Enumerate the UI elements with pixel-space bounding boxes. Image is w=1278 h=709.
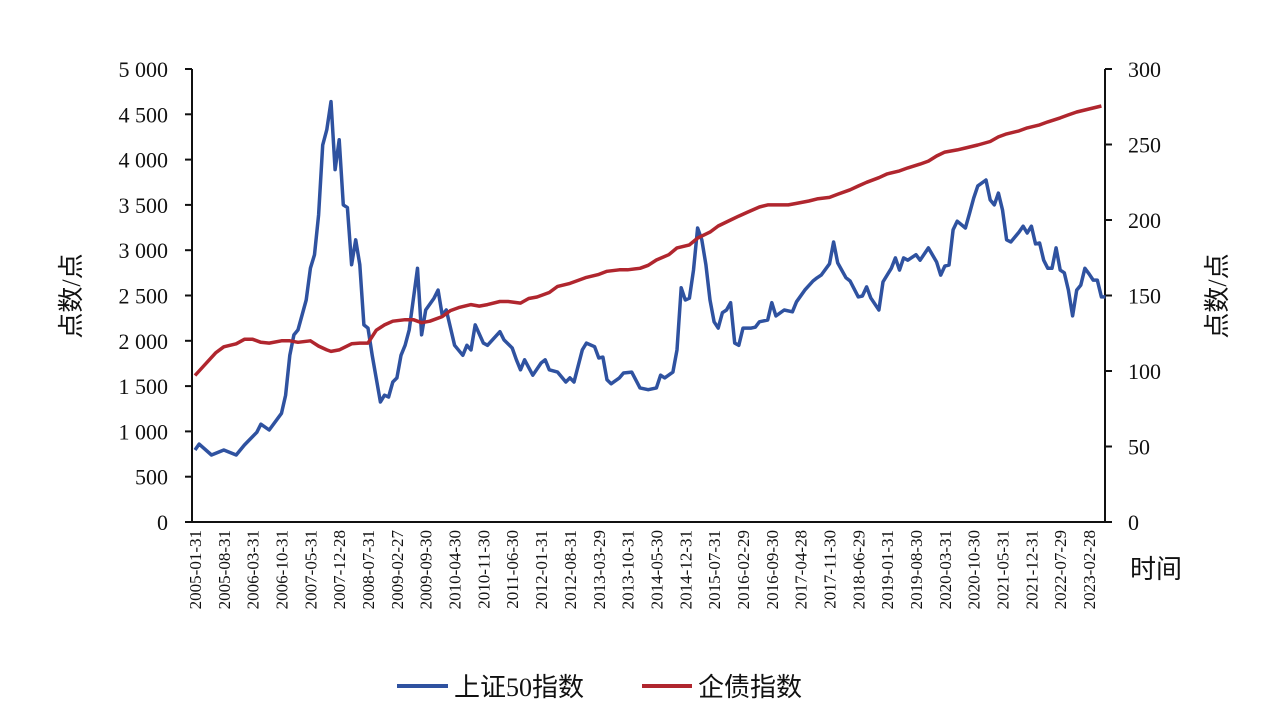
x-tick-label: 2006-10-31: [273, 530, 292, 609]
y-axis-label-left: 点数/点: [57, 253, 86, 338]
x-tick-label: 2023-02-28: [1080, 530, 1099, 609]
x-tick-label: 2020-10-30: [965, 530, 984, 609]
y-tick-label-left: 4 000: [119, 148, 169, 173]
y-tick-label-left: 2 000: [119, 329, 169, 354]
y-tick-label-right: 200: [1128, 208, 1161, 233]
x-tick-label: 2013-03-29: [590, 530, 609, 609]
x-tick-label: 2007-12-28: [330, 530, 349, 609]
x-tick-label: 2019-08-30: [907, 530, 926, 609]
x-tick-label: 2016-09-30: [763, 530, 782, 609]
x-tick-label: 2005-08-31: [215, 530, 234, 609]
y-tick-label-left: 1 000: [119, 419, 169, 444]
x-tick-label: 2009-09-30: [417, 530, 436, 609]
y-tick-label-left: 500: [135, 465, 168, 490]
x-tick-label: 2008-07-31: [359, 530, 378, 609]
series-line-sz50: [193, 99, 1106, 457]
y-tick-label-left: 5 000: [119, 57, 169, 82]
x-tick-label: 2010-11-30: [474, 530, 493, 609]
y-tick-label-right: 100: [1128, 359, 1161, 384]
x-tick-label: 2006-03-31: [244, 530, 263, 609]
y-tick-label-right: 300: [1128, 57, 1161, 82]
y-tick-label-right: 150: [1128, 284, 1161, 309]
y-tick-label-right: 0: [1128, 510, 1139, 535]
x-tick-label: 2019-01-31: [878, 530, 897, 609]
x-tick-label: 2015-07-31: [705, 530, 724, 609]
x-tick-label: 2017-04-28: [792, 530, 811, 609]
y-tick-label-left: 3 000: [119, 238, 169, 263]
y-tick-label-left: 1 500: [119, 374, 169, 399]
x-tick-label: 2021-12-31: [1022, 530, 1041, 609]
y-tick-label-left: 3 500: [119, 193, 169, 218]
legend-label-sz50: 上证50指数: [454, 673, 584, 702]
x-tick-label: 2022-07-29: [1051, 530, 1070, 609]
x-tick-label: 2005-01-31: [186, 530, 205, 609]
legend: 上证50指数 企债指数: [397, 673, 802, 702]
y-tick-label-right: 50: [1128, 435, 1150, 460]
x-tick-label: 2014-12-31: [676, 530, 695, 609]
x-tick-label: 2009-02-27: [388, 530, 407, 610]
x-tick-label: 2017-11-30: [820, 530, 839, 609]
y-tick-label-left: 0: [157, 510, 168, 535]
x-tick-label: 2010-04-30: [446, 530, 465, 609]
y-tick-label-left: 4 500: [119, 102, 169, 127]
y-tick-label-right: 250: [1128, 133, 1161, 158]
series-line-corporate-bond: [193, 104, 1102, 377]
y-tick-label-left: 2 500: [119, 284, 169, 309]
x-tick-label: 2012-08-31: [561, 530, 580, 609]
x-tick-label: 2013-10-31: [619, 530, 638, 609]
x-tick-label: 2020-03-31: [936, 530, 955, 609]
x-tick-label: 2021-05-31: [994, 530, 1013, 609]
x-tick-label: 2014-05-30: [647, 530, 666, 609]
x-tick-label: 2018-06-29: [849, 530, 868, 609]
series-lines: [193, 99, 1106, 457]
x-tick-label: 2011-06-30: [503, 530, 522, 609]
x-tick-label: 2007-05-31: [301, 530, 320, 609]
x-tick-label: 2016-02-29: [734, 530, 753, 609]
legend-label-corporate-bond: 企债指数: [698, 673, 802, 702]
y-axis-label-right: 点数/点: [1203, 253, 1232, 338]
x-tick-label: 2012-01-31: [532, 530, 551, 609]
x-axis-label: 时间: [1130, 555, 1182, 584]
